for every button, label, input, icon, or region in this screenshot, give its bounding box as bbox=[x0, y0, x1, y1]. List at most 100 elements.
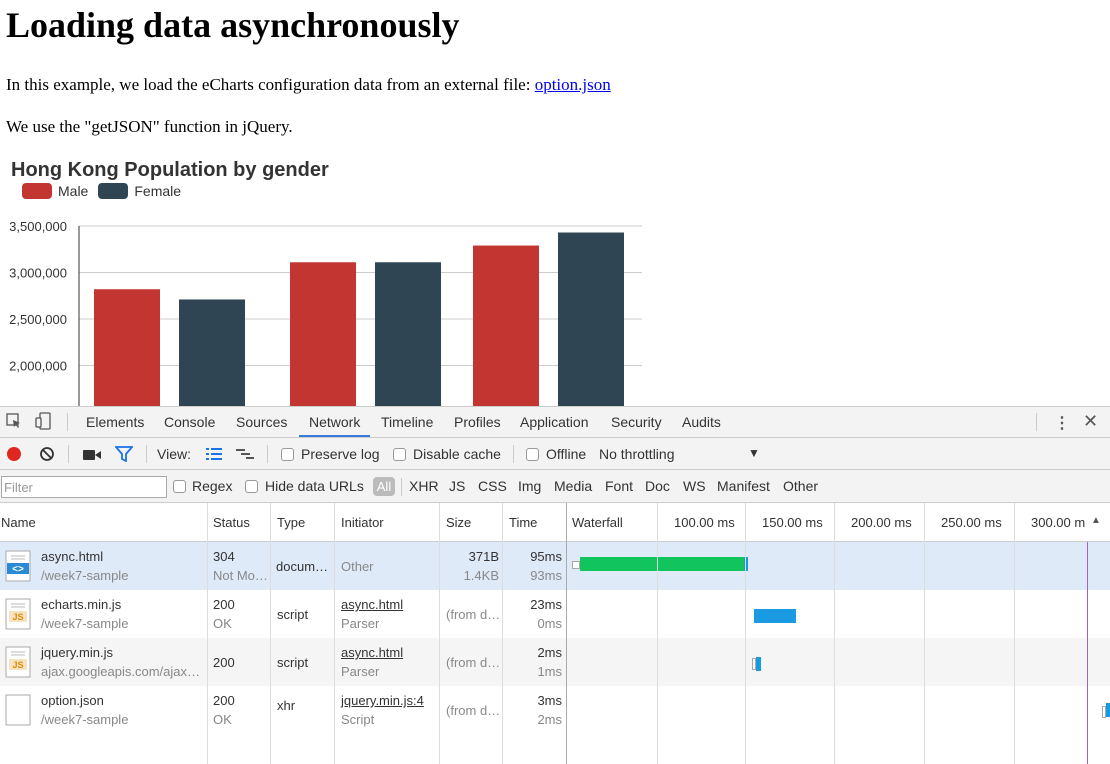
request-latency: 0ms bbox=[537, 616, 562, 631]
request-size: (from d… bbox=[446, 655, 501, 670]
device-mode-icon[interactable] bbox=[34, 412, 52, 433]
request-initiator-type: Parser bbox=[341, 616, 380, 631]
column-header-waterfall[interactable]: Waterfall bbox=[572, 515, 623, 530]
tab-security[interactable]: Security bbox=[611, 414, 662, 430]
column-divider[interactable] bbox=[207, 503, 208, 764]
column-header-name[interactable]: Name bbox=[1, 515, 36, 530]
regex-label[interactable]: Regex bbox=[192, 478, 233, 494]
filter-font[interactable]: Font bbox=[605, 478, 634, 494]
capture-screenshots-icon[interactable] bbox=[83, 448, 101, 464]
legend-male-swatch[interactable] bbox=[22, 183, 52, 199]
tab-audits[interactable]: Audits bbox=[682, 414, 721, 430]
disable-cache-label[interactable]: Disable cache bbox=[413, 446, 501, 462]
waterfall-download-bar[interactable] bbox=[754, 609, 796, 623]
column-divider[interactable] bbox=[566, 503, 567, 764]
throttling-dropdown-icon[interactable]: ▼ bbox=[748, 446, 760, 460]
legend-female-swatch[interactable] bbox=[98, 183, 129, 199]
waterfall-waiting-bar[interactable] bbox=[580, 557, 745, 571]
clear-icon[interactable] bbox=[39, 446, 55, 465]
table-row[interactable]: JS echarts.min.js /week7-sample 200 OK s… bbox=[0, 590, 1110, 638]
tab-timeline[interactable]: Timeline bbox=[381, 414, 434, 430]
filter-doc[interactable]: Doc bbox=[645, 478, 670, 494]
tabbar-separator-right bbox=[1036, 413, 1037, 431]
request-path: /week7-sample bbox=[41, 616, 129, 631]
filterbar-separator bbox=[401, 478, 402, 496]
waterfall-tick-200: 200.00 ms bbox=[851, 515, 912, 530]
filter-ws[interactable]: WS bbox=[683, 478, 706, 494]
table-row[interactable]: <> async.html /week7-sample 304 Not Mo… … bbox=[0, 542, 1110, 590]
tab-elements[interactable]: Elements bbox=[86, 414, 145, 430]
hide-data-urls-label[interactable]: Hide data URLs bbox=[265, 478, 364, 494]
preserve-log-checkbox[interactable] bbox=[281, 448, 294, 461]
column-divider[interactable] bbox=[502, 503, 503, 764]
bar-male[interactable] bbox=[473, 245, 539, 406]
record-icon[interactable] bbox=[7, 447, 21, 461]
request-initiator-link[interactable]: async.html bbox=[341, 645, 404, 660]
table-row[interactable]: JS jquery.min.js ajax.googleapis.com/aja… bbox=[0, 638, 1110, 686]
bar-male[interactable] bbox=[94, 289, 160, 406]
tab-application[interactable]: Application bbox=[520, 414, 589, 430]
tab-profiles[interactable]: Profiles bbox=[454, 414, 501, 430]
tab-console[interactable]: Console bbox=[164, 414, 216, 430]
request-path: /week7-sample bbox=[41, 568, 129, 583]
filter-input[interactable]: Filter bbox=[1, 476, 167, 498]
close-devtools-icon[interactable]: ✕ bbox=[1083, 411, 1099, 431]
offline-label[interactable]: Offline bbox=[546, 446, 587, 462]
waterfall-gridline bbox=[657, 503, 658, 764]
intro-paragraph: In this example, we load the eCharts con… bbox=[6, 75, 611, 95]
option-json-link[interactable]: option.json bbox=[534, 75, 611, 94]
bar-female[interactable] bbox=[375, 262, 441, 406]
filter-css[interactable]: CSS bbox=[478, 478, 507, 494]
disable-cache-checkbox[interactable] bbox=[393, 448, 406, 461]
column-divider[interactable] bbox=[439, 503, 440, 764]
filter-xhr[interactable]: XHR bbox=[409, 478, 439, 494]
column-divider[interactable] bbox=[270, 503, 271, 764]
inspect-element-icon[interactable] bbox=[6, 413, 22, 432]
column-header-initiator[interactable]: Initiator bbox=[341, 515, 384, 530]
filter-media[interactable]: Media bbox=[554, 478, 593, 494]
legend-female-label[interactable]: Female bbox=[134, 183, 182, 199]
waterfall-download-bar[interactable] bbox=[1106, 703, 1110, 717]
throttling-select[interactable]: No throttling bbox=[599, 446, 675, 462]
filter-icon[interactable] bbox=[114, 446, 134, 465]
column-divider[interactable] bbox=[334, 503, 335, 764]
tab-network[interactable]: Network bbox=[309, 414, 361, 430]
column-header-size[interactable]: Size bbox=[446, 515, 472, 530]
column-header-type[interactable]: Type bbox=[277, 515, 306, 530]
table-row[interactable]: option.json /week7-sample 200 OK xhr jqu… bbox=[0, 686, 1110, 734]
request-status-text: Not Mo… bbox=[213, 568, 268, 583]
filter-all-button[interactable]: All bbox=[373, 477, 395, 496]
request-name[interactable]: echarts.min.js bbox=[41, 597, 122, 612]
request-initiator-link[interactable]: jquery.min.js:4 bbox=[341, 693, 424, 708]
request-name[interactable]: option.json bbox=[41, 693, 104, 708]
bar-male[interactable] bbox=[290, 262, 356, 406]
filter-js[interactable]: JS bbox=[449, 478, 466, 494]
bar-female[interactable] bbox=[558, 232, 624, 406]
bar-female[interactable] bbox=[179, 299, 245, 406]
column-header-status[interactable]: Status bbox=[213, 515, 250, 530]
waterfall-download-bar[interactable] bbox=[756, 657, 761, 671]
more-options-icon[interactable]: ⋮ bbox=[1054, 415, 1070, 432]
preserve-log-label[interactable]: Preserve log bbox=[301, 446, 380, 462]
request-name[interactable]: jquery.min.js bbox=[41, 645, 114, 660]
tab-sources[interactable]: Sources bbox=[236, 414, 288, 430]
request-name[interactable]: async.html bbox=[41, 549, 104, 564]
overview-icon[interactable] bbox=[236, 447, 254, 464]
request-path: /week7-sample bbox=[41, 712, 129, 727]
request-status: 200 bbox=[213, 693, 235, 708]
waterfall-download-bar[interactable] bbox=[744, 557, 748, 571]
sort-ascending-icon[interactable]: ▲ bbox=[1091, 515, 1101, 526]
filter-manifest[interactable]: Manifest bbox=[717, 478, 770, 494]
waterfall-load-event-line bbox=[1087, 542, 1088, 764]
regex-checkbox[interactable] bbox=[173, 480, 186, 493]
request-type: xhr bbox=[277, 698, 296, 713]
column-header-time[interactable]: Time bbox=[509, 515, 538, 530]
hide-data-urls-checkbox[interactable] bbox=[245, 480, 258, 493]
request-initiator-link[interactable]: async.html bbox=[341, 597, 404, 612]
large-rows-icon[interactable] bbox=[206, 447, 222, 464]
offline-checkbox[interactable] bbox=[526, 448, 539, 461]
legend-male-label[interactable]: Male bbox=[58, 183, 89, 199]
waterfall-queue-bar bbox=[752, 658, 756, 670]
filter-other[interactable]: Other bbox=[783, 478, 819, 494]
filter-img[interactable]: Img bbox=[518, 478, 542, 494]
